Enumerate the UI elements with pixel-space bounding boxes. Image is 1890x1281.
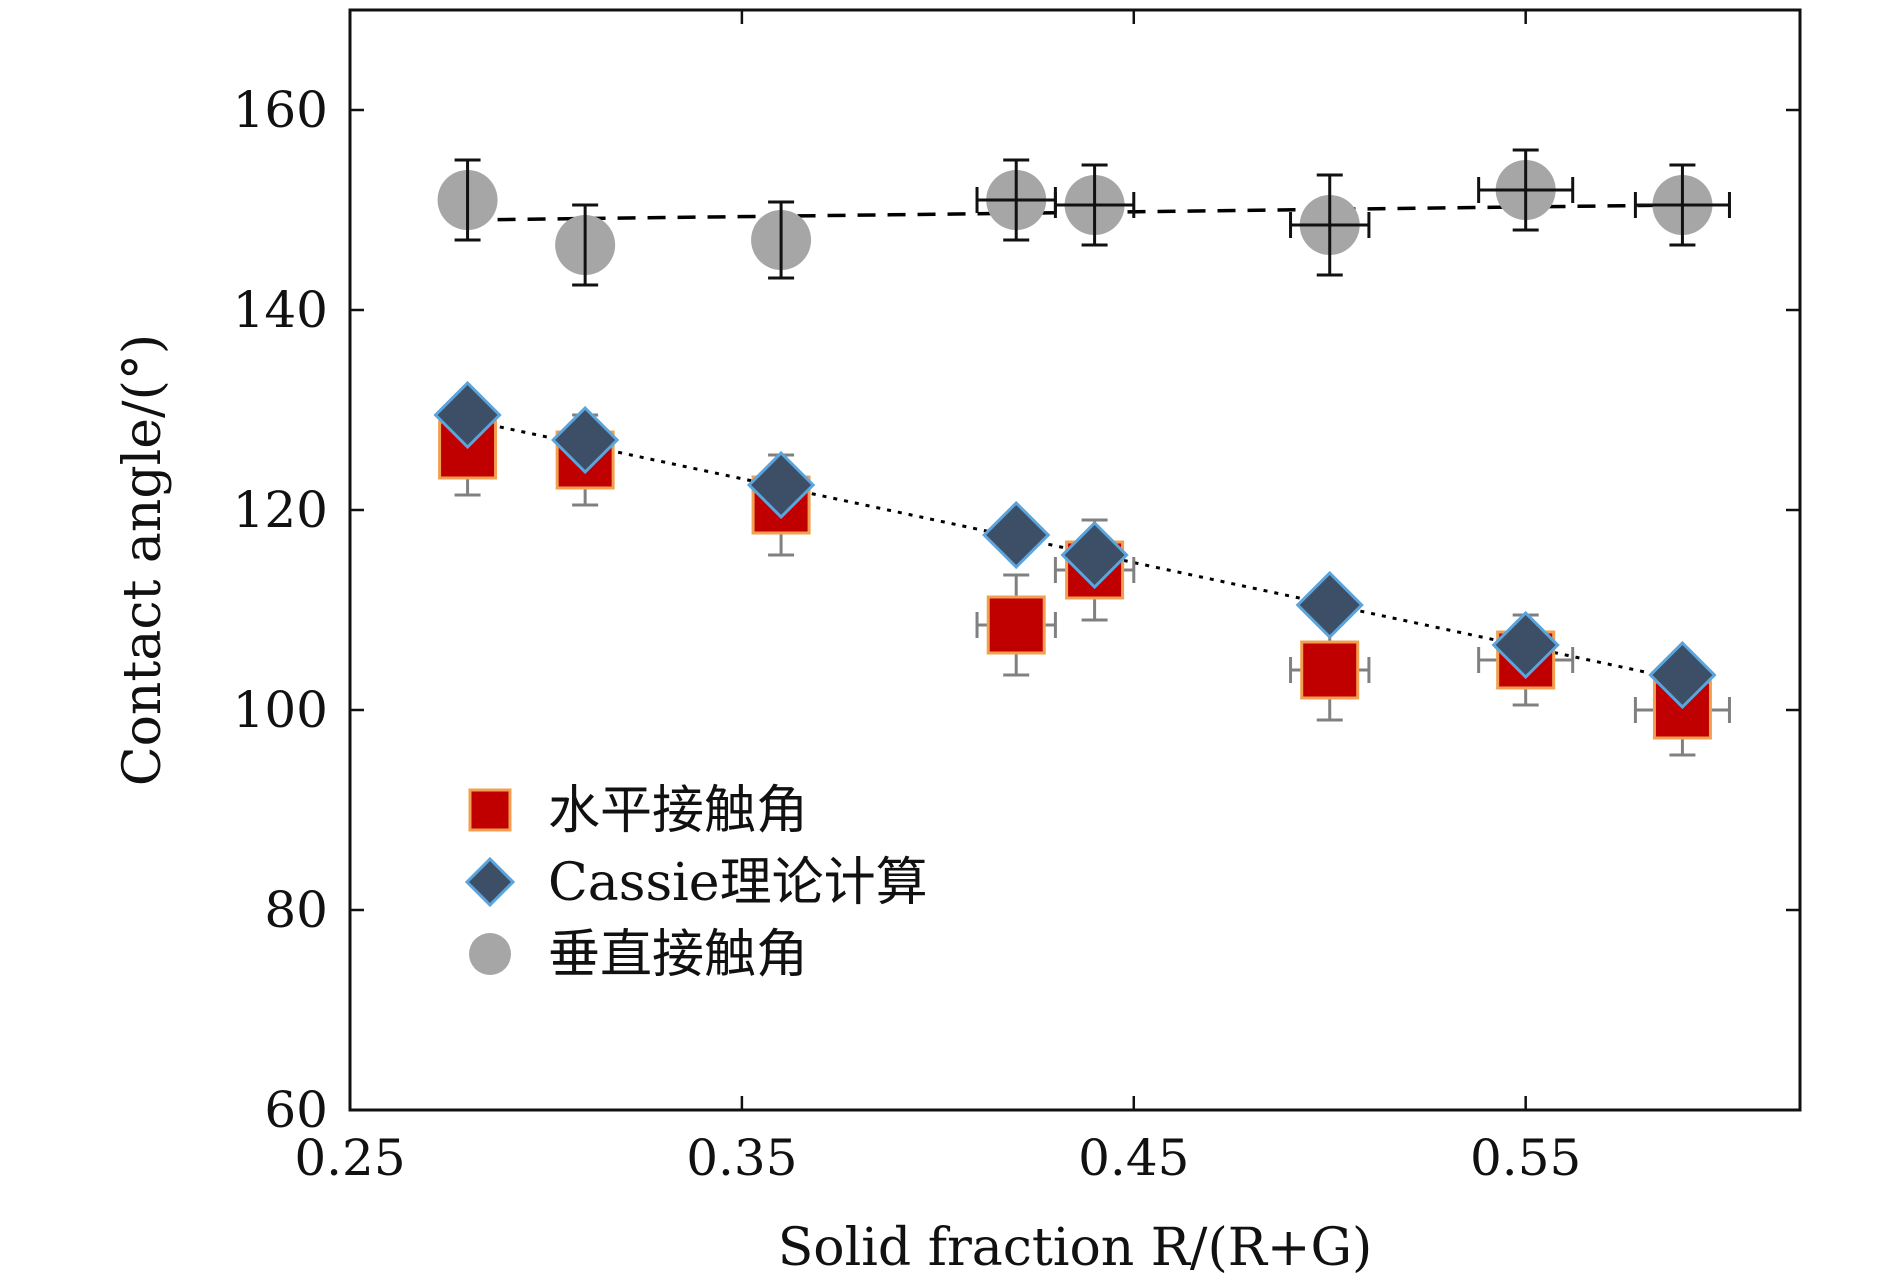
y-axis-title: Contact angle/(°): [113, 334, 173, 786]
diamond-point: [746, 450, 816, 520]
legend-label: Cassie理论计算: [548, 853, 928, 913]
axis-ticks: 0.25 0.35 0.45 0.55 60 80 100 120 140 160: [233, 10, 1800, 1187]
square-point: [986, 595, 1046, 655]
diamond-point: [982, 500, 1051, 570]
y-tick-label: 80: [264, 881, 328, 939]
plot-area-frame: [348, 8, 1802, 1112]
x-tick-label: 0.55: [1470, 1129, 1581, 1187]
diamond-point: [433, 380, 502, 450]
legend-square-icon: [468, 788, 512, 832]
y-tick-label: 60: [264, 1081, 328, 1139]
trend-lines: [467, 203, 1683, 682]
y-tick-label: 100: [233, 681, 328, 739]
x-axis-title: Solid fraction R/(R+G): [778, 1218, 1373, 1276]
diamond-point: [1648, 640, 1717, 710]
y-tick-label: 140: [233, 281, 328, 339]
diamond-point: [1491, 610, 1560, 680]
y-tick-label: 120: [233, 481, 328, 539]
square-point: [1300, 640, 1360, 700]
diamond-point: [1295, 570, 1364, 640]
y-tick-label: 160: [233, 81, 328, 139]
data-marks: [433, 148, 1731, 757]
x-tick-label: 0.45: [1078, 1129, 1189, 1187]
legend-label: 垂直接触角: [548, 925, 808, 985]
trend-line-dotted: [467, 418, 1683, 682]
legend-label: 水平接触角: [548, 781, 808, 841]
x-tick-label: 0.35: [686, 1129, 797, 1187]
legend-circle-icon: [469, 933, 511, 975]
x-tick-label: 0.25: [294, 1129, 405, 1187]
legend-diamond-icon: [464, 856, 516, 908]
diamond-point: [551, 405, 620, 475]
diamond-point: [1060, 520, 1129, 590]
square-point: [1652, 680, 1712, 740]
